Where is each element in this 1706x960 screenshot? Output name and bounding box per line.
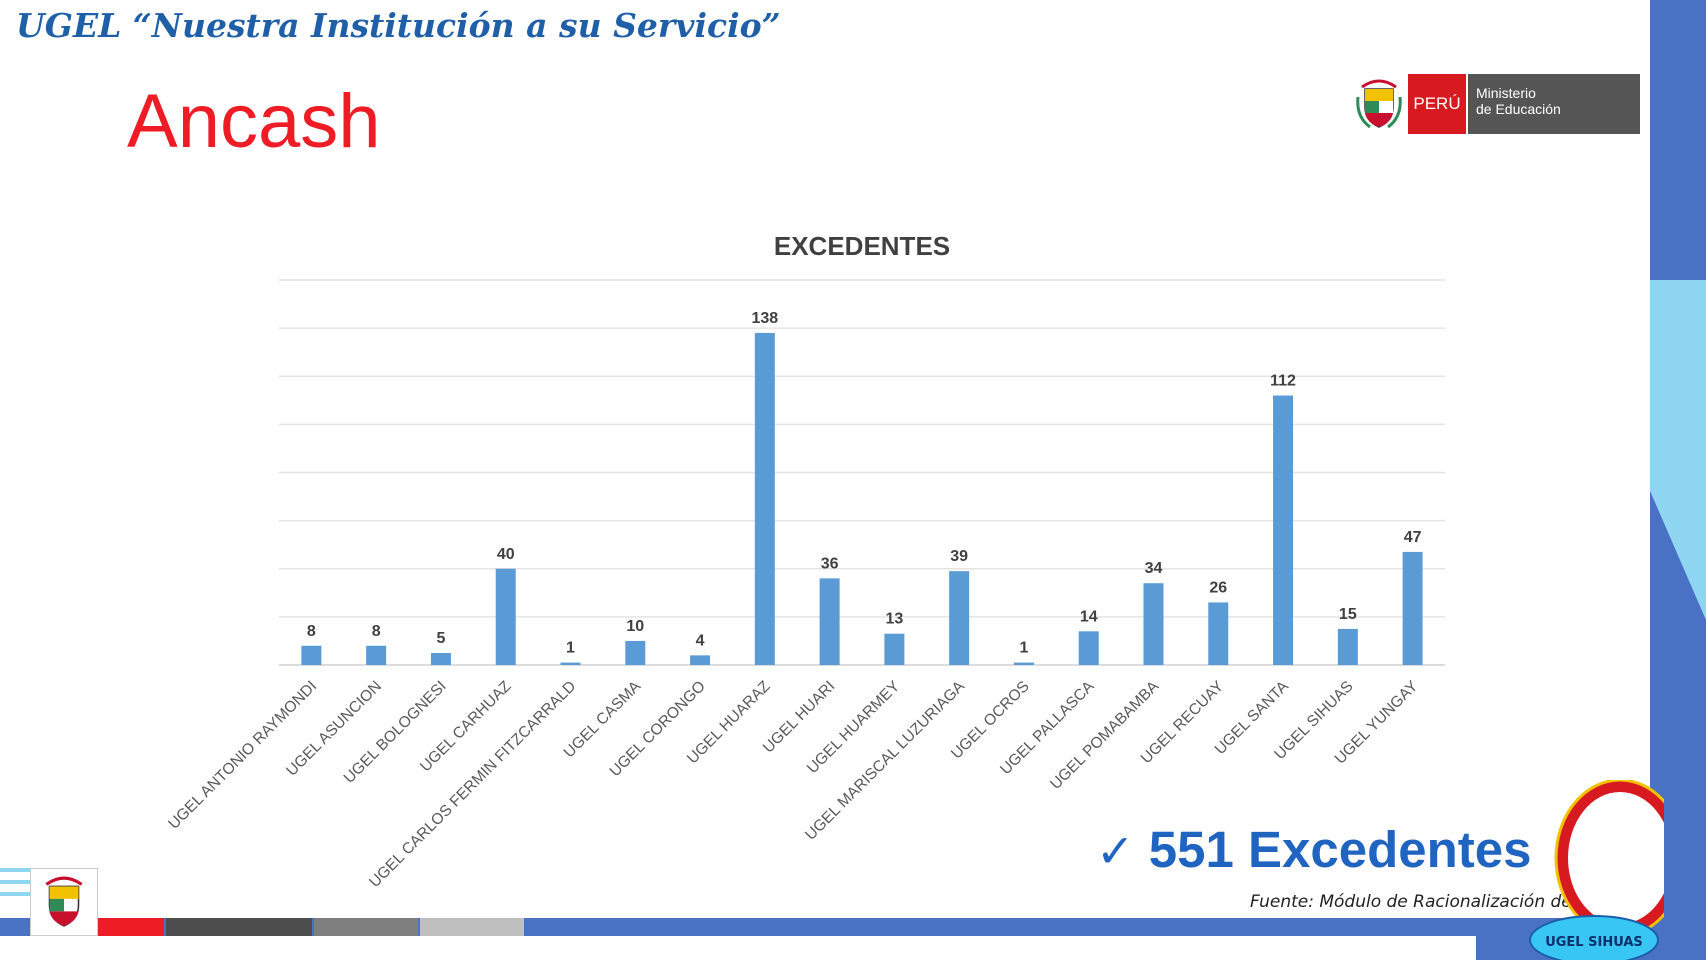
- peru-label: PERÚ: [1408, 74, 1466, 134]
- data-label: 34: [1145, 560, 1163, 577]
- total-excedentes: ✓ 551 Excedentes: [1096, 820, 1531, 879]
- data-label: 14: [1080, 608, 1098, 625]
- bar: [1273, 395, 1294, 665]
- bar: [366, 645, 387, 665]
- bottom-seg-dark: [166, 918, 312, 936]
- bar: [560, 662, 581, 665]
- data-label: 5: [436, 630, 445, 647]
- badge-label: UGEL SIHUAS: [1545, 935, 1643, 950]
- data-label: 4: [696, 632, 705, 649]
- bottom-seal: [30, 868, 98, 936]
- data-label: 13: [885, 611, 903, 628]
- chart-title: EXCEDENTES: [774, 231, 950, 261]
- data-label: 112: [1270, 373, 1296, 390]
- bar: [754, 332, 775, 665]
- slide-content: UGEL “Nuestra Institución a su Servicio”…: [16, 6, 1640, 912]
- data-label: 10: [626, 618, 644, 635]
- source-note: Fuente: Módulo de Racionalización de Pla…: [1250, 892, 1631, 912]
- bar: [1013, 662, 1034, 665]
- data-label: 15: [1339, 606, 1357, 623]
- left-decor-lines: [0, 868, 32, 918]
- data-label: 138: [751, 310, 778, 327]
- check-icon: ✓: [1096, 824, 1135, 878]
- bar: [949, 571, 970, 665]
- header-title: UGEL “Nuestra Institución a su Servicio”: [16, 6, 781, 45]
- bar: [884, 633, 905, 665]
- bar: [1402, 551, 1423, 665]
- data-label: 47: [1404, 529, 1422, 546]
- bar: [1208, 602, 1229, 665]
- ministry-line2: de Educación: [1476, 101, 1561, 117]
- data-label: 39: [950, 548, 968, 565]
- bar: [690, 655, 711, 665]
- bar: [625, 640, 646, 665]
- bar: [495, 568, 516, 665]
- bottom-seg-red: [96, 918, 164, 936]
- bottom-seg-light: [420, 918, 524, 936]
- ministry-line1: Ministerio: [1476, 85, 1536, 101]
- coat-of-arms-icon: [45, 876, 83, 927]
- bar: [430, 652, 451, 665]
- ugel-sihuas-badge: UGEL SIHUAS: [1529, 780, 1664, 960]
- data-label: 8: [307, 623, 316, 640]
- bottom-seg-gray: [314, 918, 418, 936]
- total-label: 551 Excedentes: [1148, 821, 1532, 878]
- data-label: 1: [566, 640, 575, 657]
- data-label: 40: [497, 546, 515, 563]
- coat-of-arms-icon: [1356, 79, 1402, 129]
- minedu-logo: PERÚ Ministerio de Educación: [1356, 74, 1640, 134]
- data-label: 26: [1209, 579, 1227, 596]
- data-label: 36: [821, 555, 839, 572]
- bar: [819, 578, 840, 665]
- bar: [1078, 631, 1099, 665]
- ministry-label: Ministerio de Educación: [1466, 74, 1640, 134]
- bar: [1337, 628, 1358, 665]
- bar: [1143, 583, 1164, 665]
- data-label: 8: [372, 623, 381, 640]
- bar: [301, 645, 322, 665]
- data-label: 1: [1019, 640, 1028, 657]
- region-title: Ancash: [127, 79, 381, 164]
- tick-label: UGEL POMABAMBA: [1047, 677, 1163, 793]
